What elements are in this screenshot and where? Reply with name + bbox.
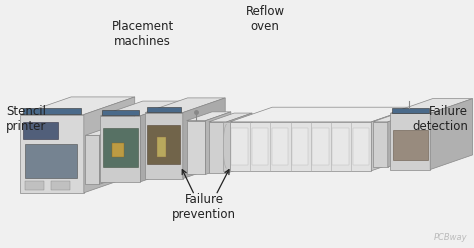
Polygon shape xyxy=(25,181,44,190)
Polygon shape xyxy=(430,99,473,170)
Polygon shape xyxy=(390,99,473,113)
Polygon shape xyxy=(373,122,388,167)
Polygon shape xyxy=(102,110,139,115)
Polygon shape xyxy=(85,135,100,184)
Text: Stencil
printer: Stencil printer xyxy=(6,105,46,133)
Polygon shape xyxy=(223,122,230,171)
Text: Failure
prevention: Failure prevention xyxy=(172,193,236,221)
Polygon shape xyxy=(209,113,252,122)
Polygon shape xyxy=(146,107,182,112)
Polygon shape xyxy=(183,98,225,179)
Polygon shape xyxy=(145,113,183,179)
Polygon shape xyxy=(187,121,205,174)
Polygon shape xyxy=(371,107,414,171)
Polygon shape xyxy=(231,128,248,165)
Text: Failure
detection: Failure detection xyxy=(412,105,468,133)
Text: PCBway: PCBway xyxy=(434,233,468,242)
Polygon shape xyxy=(157,137,166,156)
Polygon shape xyxy=(390,113,430,170)
Text: Placement
machines: Placement machines xyxy=(112,20,174,48)
Polygon shape xyxy=(140,101,183,182)
Polygon shape xyxy=(205,112,231,174)
Polygon shape xyxy=(20,97,135,115)
Text: Reflow
oven: Reflow oven xyxy=(246,5,285,33)
Polygon shape xyxy=(30,148,416,178)
Polygon shape xyxy=(230,107,414,122)
Polygon shape xyxy=(85,124,133,135)
Polygon shape xyxy=(23,108,82,114)
Polygon shape xyxy=(112,143,124,157)
Polygon shape xyxy=(100,101,183,116)
Polygon shape xyxy=(145,98,225,113)
Polygon shape xyxy=(20,115,84,193)
Polygon shape xyxy=(51,181,70,190)
Polygon shape xyxy=(388,113,413,167)
Polygon shape xyxy=(332,128,349,165)
Polygon shape xyxy=(227,113,252,173)
Polygon shape xyxy=(209,122,227,173)
Polygon shape xyxy=(373,113,413,122)
Polygon shape xyxy=(272,128,288,165)
Polygon shape xyxy=(187,112,231,121)
Polygon shape xyxy=(230,122,371,171)
Polygon shape xyxy=(84,97,135,193)
Polygon shape xyxy=(392,130,428,160)
Polygon shape xyxy=(103,128,138,167)
Polygon shape xyxy=(292,128,309,165)
Polygon shape xyxy=(353,128,369,165)
Polygon shape xyxy=(392,108,429,113)
Polygon shape xyxy=(100,116,140,182)
Polygon shape xyxy=(100,124,133,184)
Polygon shape xyxy=(252,128,268,165)
Polygon shape xyxy=(25,144,77,178)
Polygon shape xyxy=(312,128,328,165)
Polygon shape xyxy=(147,125,181,164)
Polygon shape xyxy=(23,122,57,139)
